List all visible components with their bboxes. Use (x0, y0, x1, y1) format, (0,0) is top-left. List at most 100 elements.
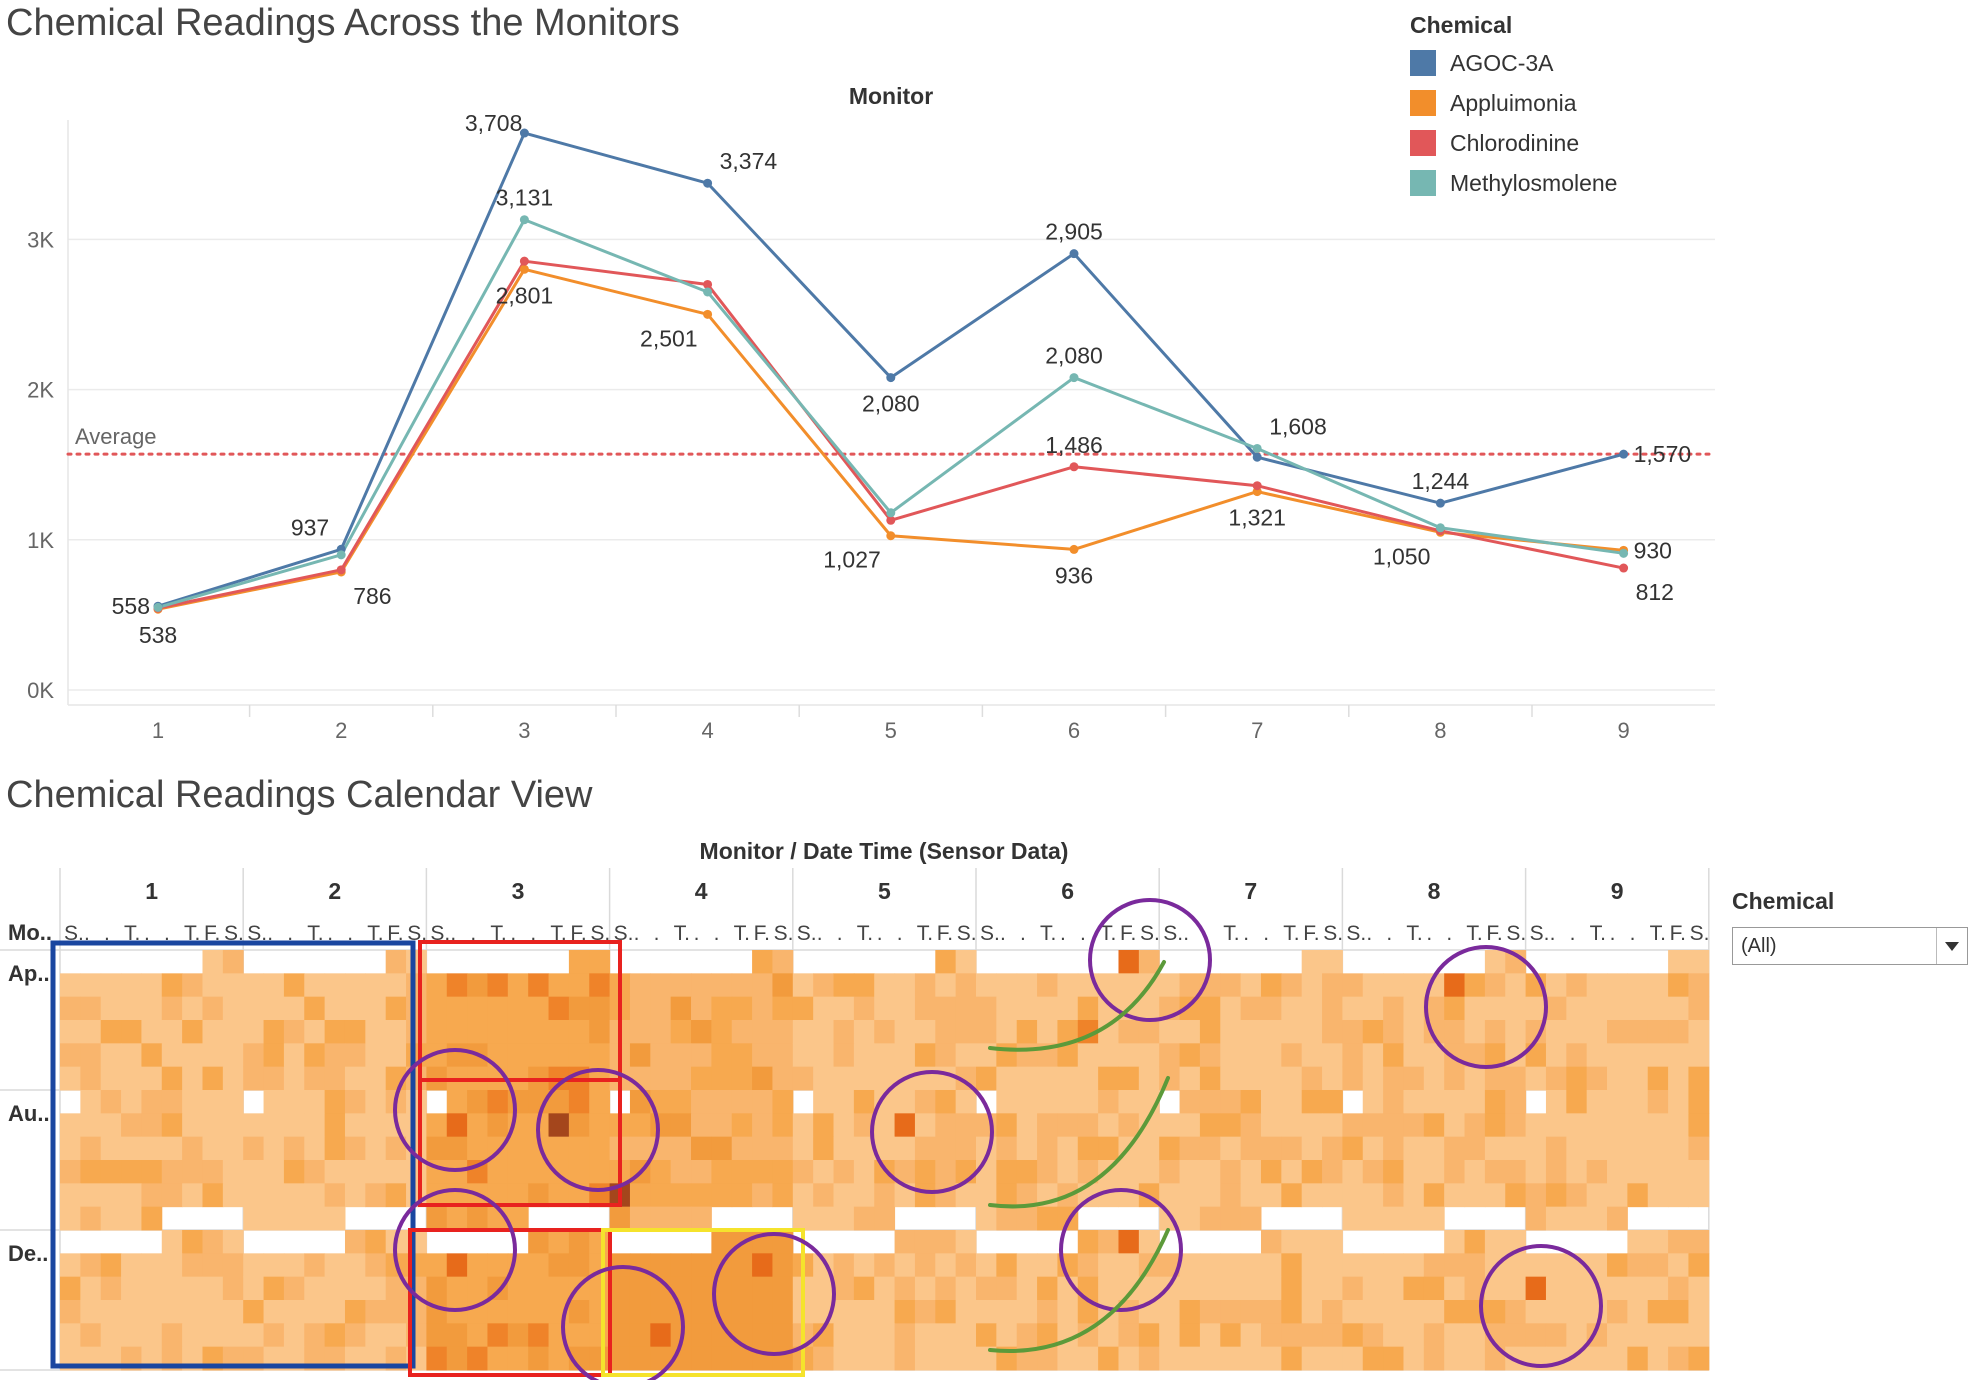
heatmap-cell[interactable] (874, 1183, 896, 1208)
heatmap-cell[interactable] (1444, 1183, 1466, 1208)
heatmap-cell[interactable] (1342, 1300, 1364, 1324)
heatmap-cell[interactable] (1199, 1276, 1221, 1301)
heatmap-cell[interactable] (1668, 1136, 1689, 1161)
heatmap-cell[interactable] (1362, 996, 1384, 1021)
heatmap-cell[interactable] (1607, 1020, 1628, 1044)
heatmap-cell[interactable] (1362, 973, 1384, 998)
heatmap-cell[interactable] (548, 1043, 570, 1068)
heatmap-cell[interactable] (1098, 1090, 1119, 1114)
heatmap-cell[interactable] (1301, 1323, 1323, 1348)
heatmap-cell[interactable] (141, 1043, 163, 1068)
heatmap-cell[interactable] (1545, 1253, 1567, 1278)
heatmap-cell[interactable] (80, 1020, 102, 1044)
heatmap-cell[interactable] (1525, 1113, 1547, 1138)
heatmap-cell[interactable] (1281, 1043, 1303, 1068)
heatmap-cell[interactable] (1362, 1113, 1384, 1138)
heatmap-cell[interactable] (691, 1253, 712, 1278)
heatmap-cell[interactable] (629, 1276, 651, 1301)
heatmap-cell[interactable] (1668, 973, 1689, 998)
heatmap-cell[interactable] (1383, 1043, 1404, 1068)
heatmap-cell[interactable] (1403, 1113, 1425, 1138)
heatmap-cell[interactable] (568, 1020, 590, 1044)
heatmap-cell[interactable] (914, 1323, 936, 1348)
heatmap-cell[interactable] (568, 1043, 590, 1068)
heatmap-cell[interactable] (1383, 1160, 1404, 1184)
heatmap-cell[interactable] (792, 1020, 814, 1044)
heatmap-cell[interactable] (1016, 1300, 1038, 1324)
heatmap-cell[interactable] (1423, 1276, 1445, 1301)
heatmap-cell[interactable] (283, 996, 305, 1021)
heatmap-cell[interactable] (1383, 1136, 1404, 1161)
heatmap-cell[interactable] (1668, 1300, 1689, 1324)
heatmap-cell[interactable] (344, 1160, 366, 1184)
heatmap-cell[interactable] (1159, 1300, 1181, 1324)
heatmap-cell[interactable] (1647, 1043, 1669, 1068)
heatmap-cell[interactable] (1301, 1066, 1323, 1091)
heatmap-cell[interactable] (1281, 1160, 1303, 1184)
heatmap-cell[interactable] (589, 1020, 611, 1044)
heatmap-cell[interactable] (487, 1160, 509, 1184)
heatmap-cell[interactable] (1016, 996, 1038, 1021)
heatmap-cell[interactable] (996, 1090, 1018, 1114)
heatmap-cell[interactable] (1484, 1183, 1506, 1208)
heatmap-cell[interactable] (711, 996, 733, 1021)
heatmap-cell[interactable] (1423, 1043, 1445, 1068)
heatmap-cell[interactable] (691, 996, 712, 1021)
heatmap-cell[interactable] (629, 1300, 651, 1324)
heatmap-cell[interactable] (426, 1276, 448, 1301)
heatmap-cell[interactable] (1627, 1253, 1649, 1278)
heatmap-cell[interactable] (772, 950, 794, 974)
heatmap-cell[interactable] (1383, 1066, 1404, 1091)
heatmap-cell[interactable] (426, 1113, 448, 1138)
heatmap-cell[interactable] (914, 1090, 936, 1114)
heatmap-cell[interactable] (263, 1113, 285, 1138)
heatmap-cell[interactable] (1505, 1020, 1527, 1044)
heatmap-cell[interactable] (935, 1136, 957, 1161)
heatmap-cell[interactable] (1566, 1276, 1588, 1301)
heatmap-cell[interactable] (1586, 973, 1608, 998)
heatmap-cell[interactable] (385, 1300, 407, 1324)
heatmap-cell[interactable] (792, 1206, 814, 1231)
heatmap-cell[interactable] (609, 1276, 631, 1301)
heatmap-cell[interactable] (813, 973, 835, 998)
heatmap-cell[interactable] (914, 1043, 936, 1068)
heatmap-cell[interactable] (691, 973, 712, 998)
heatmap-cell[interactable] (1260, 1113, 1282, 1138)
heatmap-cell[interactable] (344, 1276, 366, 1301)
heatmap-cell[interactable] (1138, 950, 1160, 974)
heatmap-cell[interactable] (1668, 1090, 1689, 1114)
heatmap-cell[interactable] (121, 996, 142, 1021)
heatmap-cell[interactable] (1057, 1066, 1079, 1091)
heatmap-cell[interactable] (1138, 1066, 1160, 1091)
heatmap-cell[interactable] (1240, 1253, 1262, 1278)
heatmap-cell[interactable] (1607, 1090, 1628, 1114)
heatmap-cell[interactable] (752, 1066, 773, 1091)
heatmap-cell[interactable] (1545, 1043, 1567, 1068)
heatmap-cell[interactable] (365, 1230, 387, 1254)
heatmap-cell[interactable] (1220, 1183, 1242, 1208)
heatmap-cell[interactable] (1179, 1160, 1201, 1184)
heatmap-cell[interactable] (874, 1066, 896, 1091)
heatmap-cell[interactable] (833, 1066, 855, 1091)
heatmap-cell[interactable] (853, 996, 875, 1021)
heatmap-cell[interactable] (1118, 1043, 1140, 1068)
heatmap-cell[interactable] (1647, 1020, 1669, 1044)
heatmap-cell[interactable] (568, 950, 590, 974)
heatmap-cell[interactable] (202, 1230, 224, 1254)
heatmap-cell[interactable] (1566, 1066, 1588, 1091)
heatmap-cell[interactable] (853, 1160, 875, 1184)
heatmap-cell[interactable] (406, 1113, 427, 1138)
heatmap-cell[interactable] (1260, 1090, 1282, 1114)
heatmap-cell[interactable] (304, 973, 326, 998)
heatmap-cell[interactable] (650, 1206, 672, 1231)
heatmap-cell[interactable] (507, 1300, 529, 1324)
heatmap-cell[interactable] (1444, 996, 1466, 1021)
heatmap-cell[interactable] (1403, 1183, 1425, 1208)
heatmap-cell[interactable] (1240, 1206, 1262, 1231)
heatmap-cell[interactable] (487, 1323, 509, 1348)
heatmap-cell[interactable] (60, 1323, 81, 1348)
heatmap-cell[interactable] (568, 996, 590, 1021)
heatmap-cell[interactable] (283, 1300, 305, 1324)
data-point[interactable] (703, 178, 713, 188)
heatmap-cell[interactable] (467, 1253, 488, 1278)
